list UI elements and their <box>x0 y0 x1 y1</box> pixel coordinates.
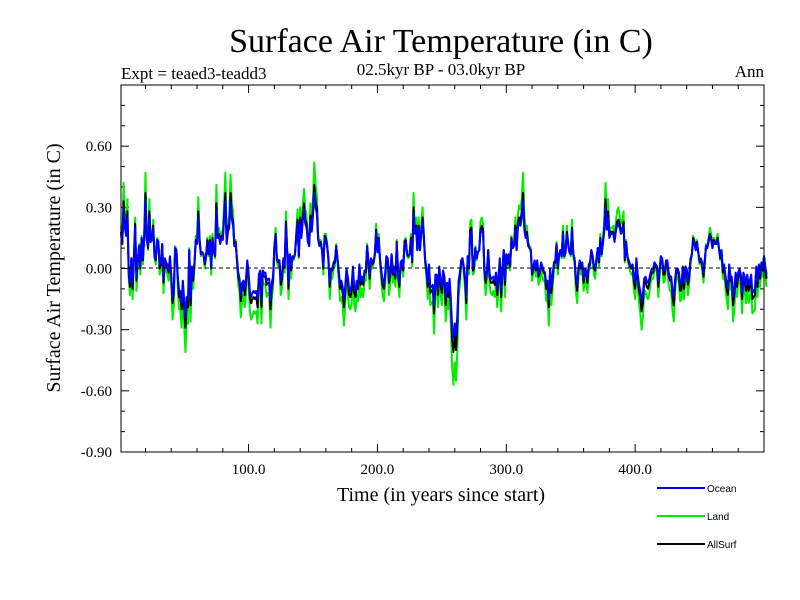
series-layer <box>120 161 768 386</box>
y-tick-label: -0.60 <box>81 384 112 400</box>
y-tick-label: 0.60 <box>86 139 112 155</box>
legend-label-ocean: Ocean <box>707 484 736 495</box>
legend: Ocean Land AllSurf <box>657 484 737 551</box>
y-tick-label: -0.30 <box>81 323 112 339</box>
experiment-label: Expt = teaed3-teadd3 <box>121 64 267 83</box>
season-label: Ann <box>735 62 765 81</box>
chart-title: Surface Air Temperature (in C) <box>229 23 653 60</box>
chart-subtitle: 02.5kyr BP - 03.0kyr BP <box>357 60 525 79</box>
x-tick-label: 300.0 <box>489 462 523 478</box>
y-tick-label: 0.00 <box>86 262 112 278</box>
legend-label-land: Land <box>707 512 729 523</box>
y-tick-label: 0.30 <box>86 200 112 216</box>
series-line-ocean <box>120 192 768 339</box>
legend-label-allsurf: AllSurf <box>707 540 737 551</box>
y-axis-ticks: -0.90 -0.60 -0.30 0.00 0.30 0.60 <box>81 84 764 461</box>
x-tick-label: 400.0 <box>618 462 652 478</box>
x-tick-label: 100.0 <box>232 462 266 478</box>
plot-frame <box>120 84 765 453</box>
x-tick-label: 200.0 <box>361 462 395 478</box>
x-axis-label: Time (in years since start) <box>337 484 545 506</box>
x-axis-ticks: 100.0 200.0 300.0 400.0 <box>144 85 739 478</box>
y-axis-label: Surface Air Temperature (in C) <box>43 143 65 392</box>
y-tick-label: -0.90 <box>81 445 112 461</box>
